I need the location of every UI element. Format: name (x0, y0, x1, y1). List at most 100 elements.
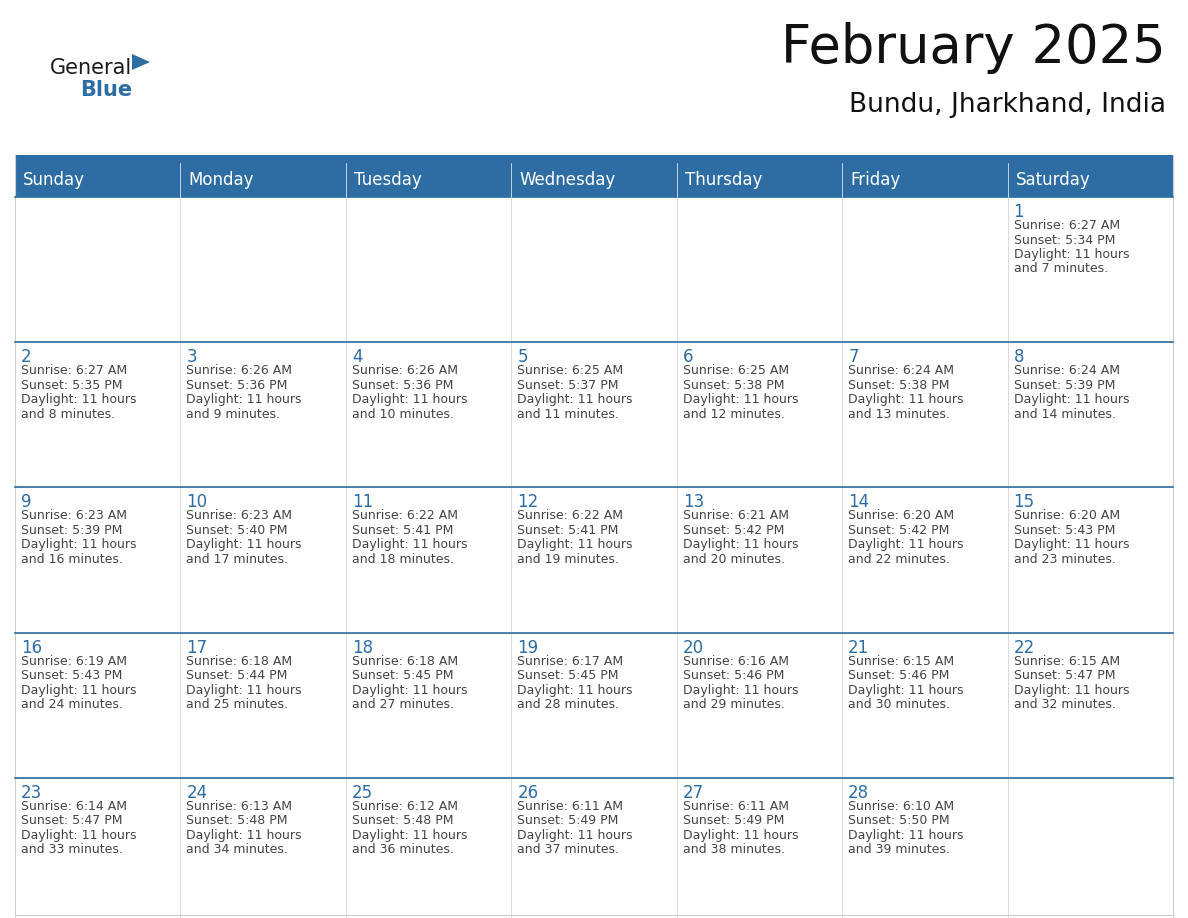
Text: Sunrise: 6:16 AM: Sunrise: 6:16 AM (683, 655, 789, 667)
Text: and 32 minutes.: and 32 minutes. (1013, 698, 1116, 711)
Bar (1007, 778, 1173, 918)
Text: 2: 2 (21, 348, 32, 366)
Text: and 8 minutes.: and 8 minutes. (21, 408, 115, 420)
Text: Sunset: 5:36 PM: Sunset: 5:36 PM (187, 379, 287, 392)
Text: and 12 minutes.: and 12 minutes. (683, 408, 784, 420)
Text: Sunset: 5:49 PM: Sunset: 5:49 PM (683, 814, 784, 827)
Text: and 34 minutes.: and 34 minutes. (187, 844, 289, 856)
Text: February 2025: February 2025 (782, 22, 1165, 74)
Text: 25: 25 (352, 784, 373, 801)
Text: Sunset: 5:45 PM: Sunset: 5:45 PM (517, 669, 619, 682)
Text: Sunset: 5:43 PM: Sunset: 5:43 PM (1013, 524, 1116, 537)
Text: Sunrise: 6:10 AM: Sunrise: 6:10 AM (848, 800, 954, 812)
Text: Sunset: 5:44 PM: Sunset: 5:44 PM (187, 669, 287, 682)
Text: Daylight: 11 hours: Daylight: 11 hours (21, 538, 137, 552)
Text: 19: 19 (517, 639, 538, 656)
Text: Sunrise: 6:24 AM: Sunrise: 6:24 AM (1013, 364, 1119, 377)
Text: Sunrise: 6:22 AM: Sunrise: 6:22 AM (352, 509, 457, 522)
Text: 20: 20 (683, 639, 703, 656)
Text: Sunrise: 6:14 AM: Sunrise: 6:14 AM (21, 800, 127, 812)
Text: Daylight: 11 hours: Daylight: 11 hours (517, 829, 633, 842)
Text: Sunrise: 6:20 AM: Sunrise: 6:20 AM (1013, 509, 1120, 522)
Bar (1007, 487, 1173, 633)
Text: and 27 minutes.: and 27 minutes. (352, 698, 454, 711)
Text: Sunrise: 6:27 AM: Sunrise: 6:27 AM (21, 364, 127, 377)
Text: Sunrise: 6:13 AM: Sunrise: 6:13 AM (187, 800, 292, 812)
Text: 13: 13 (683, 493, 704, 511)
Text: Sunrise: 6:22 AM: Sunrise: 6:22 AM (517, 509, 624, 522)
Text: Daylight: 11 hours: Daylight: 11 hours (848, 393, 963, 406)
Text: Sunset: 5:42 PM: Sunset: 5:42 PM (683, 524, 784, 537)
Text: Sunrise: 6:18 AM: Sunrise: 6:18 AM (352, 655, 459, 667)
Text: Sunset: 5:39 PM: Sunset: 5:39 PM (1013, 379, 1116, 392)
Bar (842, 487, 1007, 633)
Text: 8: 8 (1013, 348, 1024, 366)
Text: Wednesday: Wednesday (519, 171, 615, 189)
Bar (181, 487, 346, 633)
Text: Sunset: 5:46 PM: Sunset: 5:46 PM (848, 669, 949, 682)
Bar (1007, 163, 1173, 197)
Text: Sunset: 5:41 PM: Sunset: 5:41 PM (352, 524, 454, 537)
Text: Sunset: 5:35 PM: Sunset: 5:35 PM (21, 379, 122, 392)
Text: Sunset: 5:47 PM: Sunset: 5:47 PM (21, 814, 122, 827)
Text: and 24 minutes.: and 24 minutes. (21, 698, 122, 711)
Text: and 25 minutes.: and 25 minutes. (187, 698, 289, 711)
Text: Sunday: Sunday (23, 171, 86, 189)
Text: Sunrise: 6:11 AM: Sunrise: 6:11 AM (683, 800, 789, 812)
Text: Daylight: 11 hours: Daylight: 11 hours (352, 393, 467, 406)
Bar (346, 778, 511, 918)
Text: Sunset: 5:41 PM: Sunset: 5:41 PM (517, 524, 619, 537)
Text: Sunrise: 6:15 AM: Sunrise: 6:15 AM (848, 655, 954, 667)
Bar (181, 778, 346, 918)
Bar (511, 778, 677, 918)
Text: Daylight: 11 hours: Daylight: 11 hours (683, 538, 798, 552)
Bar (677, 163, 842, 197)
Text: Daylight: 11 hours: Daylight: 11 hours (187, 829, 302, 842)
Text: and 23 minutes.: and 23 minutes. (1013, 553, 1116, 565)
Text: Sunset: 5:38 PM: Sunset: 5:38 PM (683, 379, 784, 392)
Text: and 33 minutes.: and 33 minutes. (21, 844, 122, 856)
Text: 10: 10 (187, 493, 208, 511)
Text: Sunrise: 6:20 AM: Sunrise: 6:20 AM (848, 509, 954, 522)
Text: Daylight: 11 hours: Daylight: 11 hours (1013, 393, 1129, 406)
Bar (15, 778, 181, 918)
Text: and 19 minutes.: and 19 minutes. (517, 553, 619, 565)
Bar (181, 163, 346, 197)
Bar (1007, 633, 1173, 778)
Text: and 39 minutes.: and 39 minutes. (848, 844, 950, 856)
Text: Sunrise: 6:23 AM: Sunrise: 6:23 AM (187, 509, 292, 522)
Text: 11: 11 (352, 493, 373, 511)
Text: Daylight: 11 hours: Daylight: 11 hours (683, 684, 798, 697)
Text: Sunset: 5:39 PM: Sunset: 5:39 PM (21, 524, 122, 537)
Text: Daylight: 11 hours: Daylight: 11 hours (683, 829, 798, 842)
Text: General: General (50, 58, 132, 78)
Bar (346, 197, 511, 342)
Text: and 20 minutes.: and 20 minutes. (683, 553, 785, 565)
Text: Daylight: 11 hours: Daylight: 11 hours (848, 684, 963, 697)
Text: and 37 minutes.: and 37 minutes. (517, 844, 619, 856)
Bar (511, 633, 677, 778)
Text: 4: 4 (352, 348, 362, 366)
Text: 24: 24 (187, 784, 208, 801)
Text: 17: 17 (187, 639, 208, 656)
Text: Sunrise: 6:19 AM: Sunrise: 6:19 AM (21, 655, 127, 667)
Text: Saturday: Saturday (1016, 171, 1091, 189)
Text: 7: 7 (848, 348, 859, 366)
Text: Sunset: 5:48 PM: Sunset: 5:48 PM (352, 814, 454, 827)
Text: Blue: Blue (80, 80, 132, 100)
Text: Daylight: 11 hours: Daylight: 11 hours (187, 393, 302, 406)
Text: Thursday: Thursday (684, 171, 762, 189)
Text: 14: 14 (848, 493, 870, 511)
Text: Daylight: 11 hours: Daylight: 11 hours (517, 684, 633, 697)
Text: Sunset: 5:50 PM: Sunset: 5:50 PM (848, 814, 949, 827)
Text: Sunrise: 6:15 AM: Sunrise: 6:15 AM (1013, 655, 1120, 667)
Text: 3: 3 (187, 348, 197, 366)
Text: Daylight: 11 hours: Daylight: 11 hours (517, 393, 633, 406)
Text: Daylight: 11 hours: Daylight: 11 hours (683, 393, 798, 406)
Text: 6: 6 (683, 348, 694, 366)
Text: Daylight: 11 hours: Daylight: 11 hours (848, 829, 963, 842)
Text: and 14 minutes.: and 14 minutes. (1013, 408, 1116, 420)
Bar (677, 487, 842, 633)
Text: 28: 28 (848, 784, 870, 801)
Text: Sunrise: 6:26 AM: Sunrise: 6:26 AM (352, 364, 457, 377)
